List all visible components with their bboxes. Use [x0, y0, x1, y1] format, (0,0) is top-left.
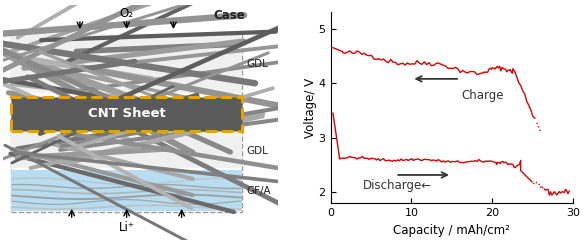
Bar [11, 132, 242, 168]
Text: Case: Case [213, 9, 245, 22]
Bar [11, 36, 242, 212]
Text: O₂: O₂ [120, 7, 133, 20]
Y-axis label: Voltage/ V: Voltage/ V [304, 78, 317, 138]
Text: Discharge←: Discharge← [363, 179, 432, 192]
Bar [11, 170, 242, 211]
Bar [11, 36, 242, 93]
Text: Charge: Charge [462, 89, 504, 102]
Text: Li⁺: Li⁺ [119, 221, 135, 234]
X-axis label: Capacity / mAh/cm²: Capacity / mAh/cm² [394, 224, 510, 237]
Text: CNT Sheet: CNT Sheet [88, 107, 166, 120]
Text: GF/A: GF/A [246, 186, 271, 196]
Text: GDL: GDL [246, 59, 268, 69]
Bar [11, 97, 242, 131]
Text: GDL: GDL [246, 146, 268, 156]
